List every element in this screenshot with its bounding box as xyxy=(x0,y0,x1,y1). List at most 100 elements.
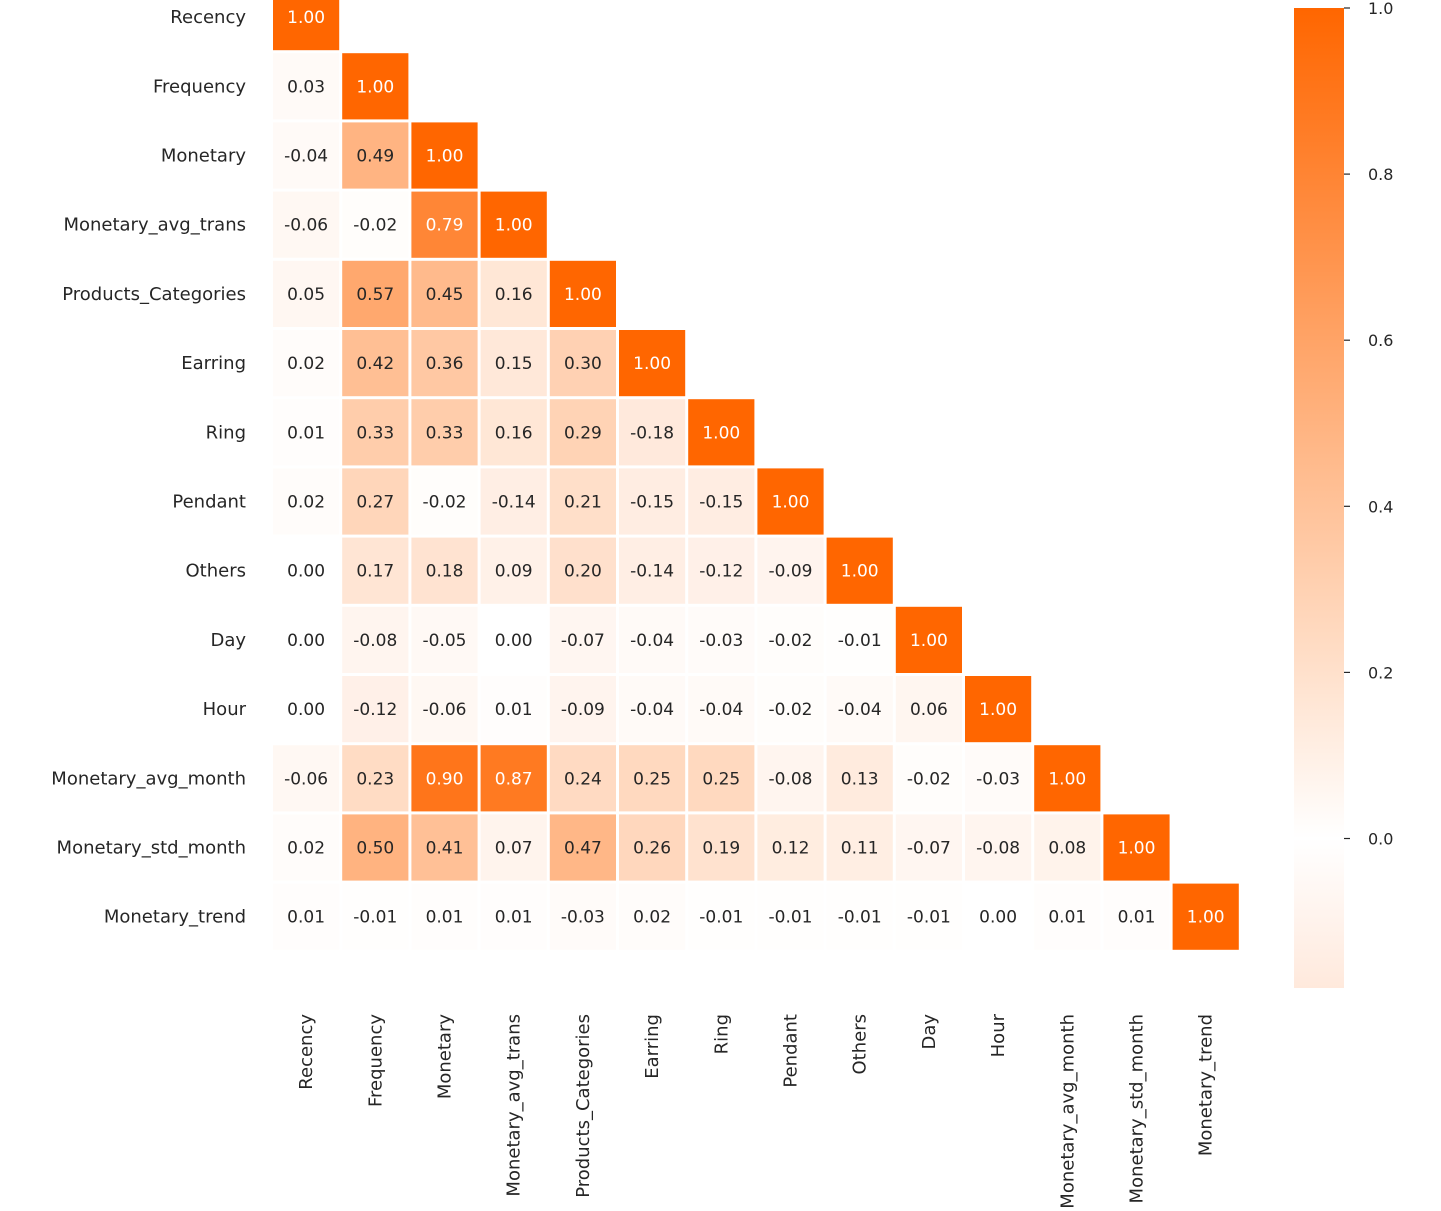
cell-monetary-avg-month-ring xyxy=(688,745,755,812)
cell-label: 0.29 xyxy=(564,423,602,443)
cell-earring-recency xyxy=(273,330,340,397)
cell-day-ring xyxy=(688,606,755,673)
cell-pendant-earring xyxy=(619,468,686,535)
cell-pendant-ring xyxy=(688,468,755,535)
cell-label: 0.18 xyxy=(426,562,464,582)
cell-monetary-trend-monetary-trend xyxy=(1172,883,1239,950)
cell-label: -0.06 xyxy=(284,769,328,789)
cell-label: 0.06 xyxy=(910,700,948,720)
cell-monetary-trend-products-categories xyxy=(549,883,616,950)
cell-others-products-categories xyxy=(549,537,616,604)
cell-monetary-std-month-hour xyxy=(965,814,1032,881)
cell-products-categories-monetary-avg-trans xyxy=(480,260,547,327)
cell-pendant-pendant xyxy=(757,468,824,535)
cell-label: -0.04 xyxy=(699,700,743,720)
cell-monetary-trend-earring xyxy=(619,883,686,950)
x-label-others: Others xyxy=(850,1014,871,1075)
x-label-recency: Recency xyxy=(296,1014,317,1090)
cell-others-pendant xyxy=(757,537,824,604)
cell-label: -0.01 xyxy=(699,908,743,928)
cell-label: -0.06 xyxy=(423,700,467,720)
cell-label: 0.00 xyxy=(495,631,533,651)
cell-label: 1.00 xyxy=(841,562,879,582)
cell-hour-ring xyxy=(688,676,755,743)
cell-label: 0.01 xyxy=(287,423,325,443)
cell-label: 0.30 xyxy=(564,354,602,374)
cell-label: 1.00 xyxy=(287,8,325,28)
cell-label: 0.41 xyxy=(426,839,464,859)
cell-monetary-std-month-monetary-avg-trans xyxy=(480,814,547,881)
cell-monetary-avg-trans-frequency xyxy=(342,191,409,258)
cell-hour-hour xyxy=(965,676,1032,743)
cell-label: 0.25 xyxy=(702,769,740,789)
cell-monetary-avg-trans-recency xyxy=(273,191,340,258)
cell-label: -0.04 xyxy=(630,700,674,720)
y-label-others: Others xyxy=(186,561,247,582)
colorbar-tick-label: 0.2 xyxy=(1368,663,1393,682)
x-label-hour: Hour xyxy=(988,1013,1009,1057)
cell-ring-earring xyxy=(619,399,686,466)
cell-label: 1.00 xyxy=(1118,839,1156,859)
x-label-earring: Earring xyxy=(642,1014,663,1079)
y-label-day: Day xyxy=(210,630,246,651)
cell-label: -0.03 xyxy=(699,631,743,651)
cell-pendant-monetary-avg-trans xyxy=(480,468,547,535)
cell-monetary-avg-month-frequency xyxy=(342,745,409,812)
cell-day-day xyxy=(895,606,962,673)
cell-label: -0.15 xyxy=(630,493,674,513)
cell-label: -0.08 xyxy=(976,839,1020,859)
x-label-monetary-trend: Monetary_trend xyxy=(1196,1014,1217,1156)
cell-products-categories-monetary xyxy=(411,260,478,327)
cell-label: 0.42 xyxy=(356,354,394,374)
cell-hour-earring xyxy=(619,676,686,743)
cell-label: 0.19 xyxy=(702,839,740,859)
cell-label: -0.03 xyxy=(561,908,605,928)
cell-label: -0.02 xyxy=(769,700,813,720)
cell-label: -0.14 xyxy=(630,562,674,582)
cell-hour-pendant xyxy=(757,676,824,743)
cell-label: -0.01 xyxy=(838,908,882,928)
cell-label: 0.23 xyxy=(356,769,394,789)
cell-day-monetary xyxy=(411,606,478,673)
cell-products-categories-recency xyxy=(273,260,340,327)
cell-label: 0.05 xyxy=(287,285,325,305)
cell-monetary-std-month-pendant xyxy=(757,814,824,881)
cell-hour-day xyxy=(895,676,962,743)
y-label-monetary: Monetary xyxy=(161,146,247,167)
cell-label: 1.00 xyxy=(910,631,948,651)
cell-recency-recency xyxy=(273,0,340,51)
cell-label: -0.06 xyxy=(284,216,328,236)
colorbar-ticks: 0.0 0.2 0.4 0.6 0.8 1.0 xyxy=(1344,0,1393,849)
cell-monetary-avg-trans-monetary-avg-trans xyxy=(480,191,547,258)
cell-others-frequency xyxy=(342,537,409,604)
colorbar-tick-label: 0.4 xyxy=(1368,497,1393,516)
cell-day-pendant xyxy=(757,606,824,673)
cell-monetary-avg-month-monetary-avg-month xyxy=(1034,745,1101,812)
cell-label: 0.90 xyxy=(426,769,464,789)
cell-label: 1.00 xyxy=(356,77,394,97)
colorbar-tick-label: 1.0 xyxy=(1368,0,1393,18)
cell-label: 0.45 xyxy=(426,285,464,305)
y-label-hour: Hour xyxy=(203,699,247,720)
cell-label: 1.00 xyxy=(979,700,1017,720)
cell-label: -0.02 xyxy=(423,493,467,513)
cell-label: 0.17 xyxy=(356,562,394,582)
cell-label: 0.50 xyxy=(356,839,394,859)
cell-label: 0.21 xyxy=(564,493,602,513)
cell-monetary-avg-month-day xyxy=(895,745,962,812)
x-label-products-categories: Products_Categories xyxy=(573,1014,594,1198)
heatmap-cells: 1.00 0.03 1.00 -0.04 0.49 1.00 -0.06 -0.02 0.79 1… xyxy=(273,0,1239,950)
cell-hour-others xyxy=(826,676,893,743)
cell-label: 0.00 xyxy=(287,562,325,582)
x-label-monetary-avg-month: Monetary_avg_month xyxy=(1057,1014,1078,1209)
cell-pendant-frequency xyxy=(342,468,409,535)
cell-pendant-products-categories xyxy=(549,468,616,535)
cell-hour-monetary xyxy=(411,676,478,743)
cell-label: -0.03 xyxy=(976,769,1020,789)
cell-others-monetary-avg-trans xyxy=(480,537,547,604)
cell-day-products-categories xyxy=(549,606,616,673)
cell-label: 0.01 xyxy=(426,908,464,928)
cell-label: 0.87 xyxy=(495,769,533,789)
cell-label: 1.00 xyxy=(1187,908,1225,928)
cell-monetary-avg-month-pendant xyxy=(757,745,824,812)
